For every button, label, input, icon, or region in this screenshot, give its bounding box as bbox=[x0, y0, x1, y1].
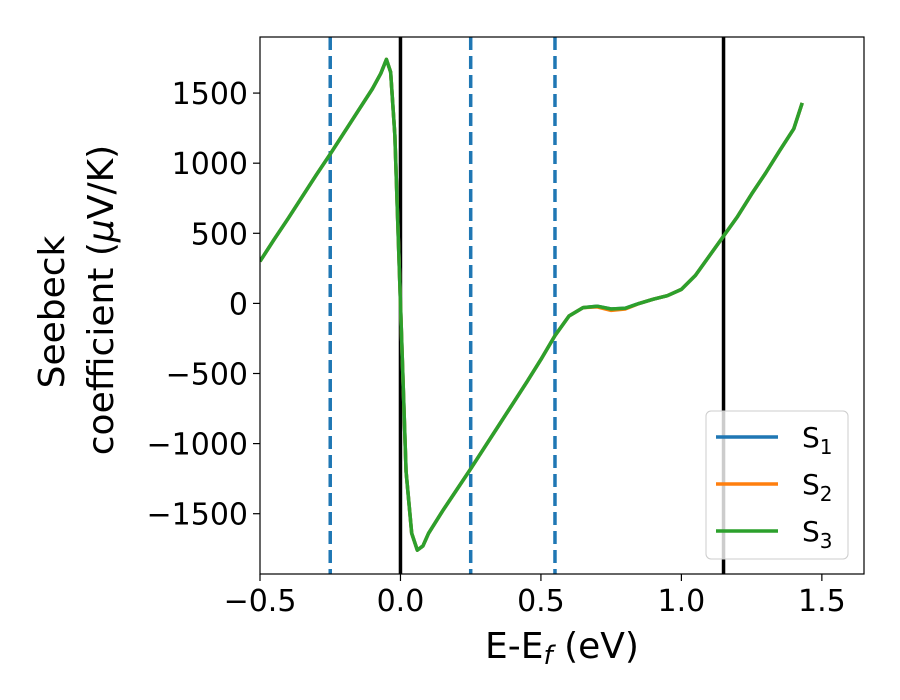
y-axis-ticks: −1500 −1000 −500 0 500 1000 1500 bbox=[147, 77, 260, 533]
y-tick-label: 500 bbox=[191, 217, 248, 252]
y-axis-label-mu: μ bbox=[81, 219, 122, 243]
x-tick-label: −0.5 bbox=[224, 584, 297, 619]
x-axis-ticks: −0.5 0.0 0.5 1.0 1.5 bbox=[224, 574, 846, 619]
legend-label-S1: S1 bbox=[802, 421, 833, 459]
y-tick-label: −1500 bbox=[147, 498, 248, 533]
reference-lines bbox=[328, 37, 726, 574]
legend: S1 S2 S3 bbox=[705, 410, 849, 560]
y-axis-label-suffix: V/K) bbox=[81, 145, 122, 219]
x-axis-label-tail: (eV) bbox=[553, 626, 639, 667]
x-tick-label: 0.0 bbox=[377, 584, 425, 619]
series-line-S3 bbox=[260, 57, 804, 552]
x-axis-label: E-Ef (eV) bbox=[485, 626, 639, 671]
y-tick-label: 1000 bbox=[172, 147, 248, 182]
series-lines bbox=[260, 57, 804, 552]
y-tick-label: −1000 bbox=[147, 428, 248, 463]
x-tick-label: 0.5 bbox=[517, 584, 565, 619]
y-axis-label-line1: Seebeck bbox=[32, 235, 73, 388]
y-tick-label: 1500 bbox=[172, 77, 248, 112]
legend-label-S2: S2 bbox=[802, 468, 833, 506]
x-tick-label: 1.5 bbox=[798, 584, 846, 619]
y-tick-label: −500 bbox=[166, 358, 248, 393]
x-tick-label: 1.0 bbox=[658, 584, 706, 619]
y-axis-label-prefix: coefficient ( bbox=[81, 242, 122, 455]
legend-label-S3: S3 bbox=[802, 515, 833, 553]
y-tick-label: 0 bbox=[229, 287, 248, 322]
plot-frame bbox=[259, 36, 865, 575]
x-axis-label-main: E-E bbox=[485, 626, 543, 667]
y-axis-label-line2: coefficient (μV/K) bbox=[81, 145, 122, 455]
